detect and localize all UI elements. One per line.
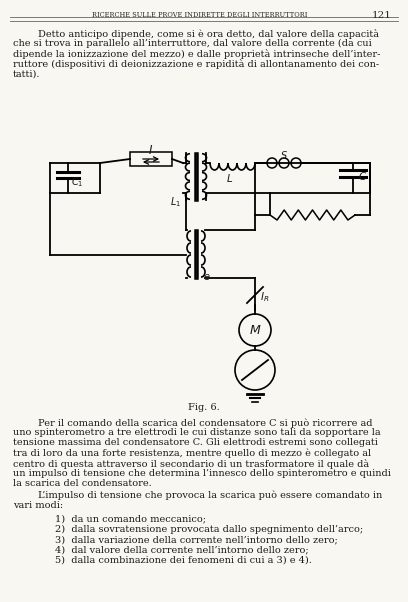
Text: tensione massima del condensatore C. Gli elettrodi estremi sono collegati: tensione massima del condensatore C. Gli… bbox=[13, 438, 378, 447]
Text: Detto anticipo dipende, come si è ora detto, dal valore della capacità: Detto anticipo dipende, come si è ora de… bbox=[13, 29, 379, 39]
Text: 121: 121 bbox=[372, 11, 392, 20]
Text: ruttore (dispositivi di deionizzazione e rapidità di allontanamento dei con-: ruttore (dispositivi di deionizzazione e… bbox=[13, 60, 379, 69]
Text: $I_R$: $I_R$ bbox=[260, 290, 269, 304]
Text: tatti).: tatti). bbox=[13, 70, 40, 79]
Text: $C$: $C$ bbox=[358, 170, 367, 182]
Text: 5)  dalla combinazione dei fenomeni di cui a 3) e 4).: 5) dalla combinazione dei fenomeni di cu… bbox=[55, 556, 312, 565]
Text: $M$: $M$ bbox=[249, 323, 261, 337]
Text: vari modi:: vari modi: bbox=[13, 501, 63, 510]
Text: $e$: $e$ bbox=[203, 272, 211, 282]
Text: 4)  dal valore della corrente nell’intorno dello zero;: 4) dal valore della corrente nell’intorn… bbox=[55, 545, 308, 554]
Text: 3)  dalla variazione della corrente nell’intorno dello zero;: 3) dalla variazione della corrente nell’… bbox=[55, 535, 338, 544]
Text: dipende la ionizzazione del mezzo) e dalle proprietà intrinseche dell’inter-: dipende la ionizzazione del mezzo) e dal… bbox=[13, 49, 380, 59]
Text: 2)  dalla sovratensione provocata dallo spegnimento dell’arco;: 2) dalla sovratensione provocata dallo s… bbox=[55, 525, 363, 534]
Text: Per il comando della scarica del condensatore C si può ricorrere ad: Per il comando della scarica del condens… bbox=[13, 418, 373, 427]
Text: $I$: $I$ bbox=[149, 144, 153, 157]
Text: un impulso di tensione che determina l’innesco dello spinterometro e quindi: un impulso di tensione che determina l’i… bbox=[13, 469, 391, 478]
Bar bbox=[130, 152, 172, 166]
Text: uno spinterometro a tre elettrodi le cui distanze sono tali da sopportare la: uno spinterometro a tre elettrodi le cui… bbox=[13, 428, 381, 437]
Text: $S$: $S$ bbox=[280, 149, 288, 161]
Text: Fig. 6.: Fig. 6. bbox=[188, 403, 220, 412]
Text: L’impulso di tensione che provoca la scarica può essere comandato in: L’impulso di tensione che provoca la sca… bbox=[13, 491, 382, 500]
Text: centro di questa attraverso il secondario di un trasformatore il quale dà: centro di questa attraverso il secondari… bbox=[13, 459, 369, 469]
Text: 1)  da un comando meccanico;: 1) da un comando meccanico; bbox=[55, 515, 206, 524]
Text: $L_1$: $L_1$ bbox=[170, 195, 181, 209]
Text: tra di loro da una forte resistenza, mentre quello di mezzo è collegato al: tra di loro da una forte resistenza, men… bbox=[13, 448, 371, 458]
Text: RICERCHE SULLE PROVE INDIRETTE DEGLI INTERRUTTORI: RICERCHE SULLE PROVE INDIRETTE DEGLI INT… bbox=[92, 11, 308, 19]
Text: che si trova in parallelo all’interruttore, dal valore della corrente (da cui: che si trova in parallelo all’interrutto… bbox=[13, 39, 372, 48]
Text: la scarica del condensatore.: la scarica del condensatore. bbox=[13, 479, 152, 488]
Text: $C_1$: $C_1$ bbox=[71, 175, 83, 189]
Text: $L$: $L$ bbox=[226, 172, 233, 184]
